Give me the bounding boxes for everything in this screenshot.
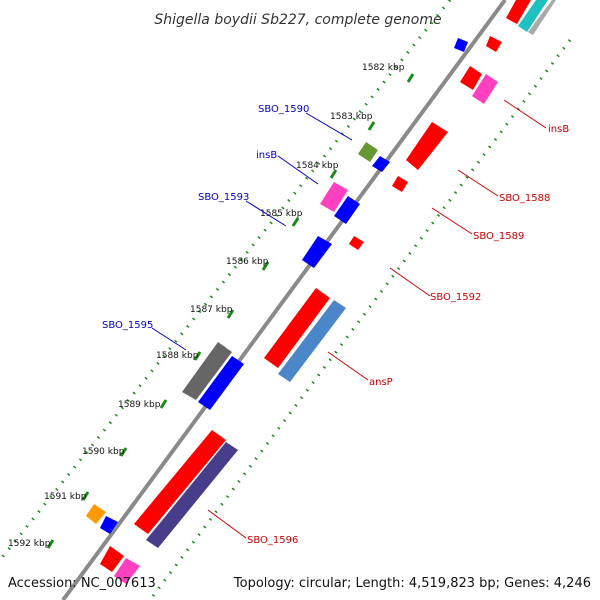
tick-label-1592: 1592 kbp [8,539,51,549]
genome-summary-text: Topology: circular; Length: 4,519,823 bp… [233,576,591,591]
tick-1589 [159,399,168,409]
major-ticks [46,73,415,549]
gene-SBO_1589[interactable] [392,176,408,192]
gene-SBO_1588[interactable] [406,122,448,170]
gene-label-insB-left[interactable]: insB [256,150,277,161]
tick-label-1582: 1582 kbp [362,63,405,73]
inner-tick-track [0,0,452,561]
gene-label-SBO_1595[interactable]: SBO_1595 [102,320,153,331]
reverse-strand-genes [86,38,468,534]
tick-1586 [261,261,270,271]
tick-label-1591: 1591 kbp [44,492,87,502]
tick-1590 [119,447,128,457]
tick-1587 [226,309,235,319]
tick-label-1587: 1587 kbp [190,305,233,315]
gene-ansP-red[interactable] [264,288,330,368]
gene-SBO_1595-grey[interactable] [182,342,232,400]
tick-label-1588: 1588 kbp [156,351,199,361]
gene-SBO_1590-green[interactable] [358,142,378,162]
tick-1592 [46,539,55,549]
right-leader-lines [207,99,547,539]
gene-insB-pink[interactable] [472,74,498,104]
tick-1583 [367,121,376,131]
gene-blue-bottom[interactable] [100,516,118,534]
gene-bottom-red[interactable] [100,546,124,572]
tick-1582 [406,73,415,83]
forward-strand-genes [100,0,556,584]
tick-1588 [193,351,202,361]
gene-insB-left-blue[interactable] [334,196,360,224]
tick-label-1585: 1585 kbp [260,209,303,219]
tick-label-1586: 1586 kbp [226,257,269,267]
gene-block-top-cyan[interactable] [518,0,548,32]
gene-label-SBO_1596[interactable]: SBO_1596 [247,535,298,546]
gene-insB-left-pink[interactable] [320,182,348,212]
tick-label-1590: 1590 kbp [82,447,125,457]
gene-block-top-grey[interactable] [528,0,556,35]
gene-label-SBO_1588[interactable]: SBO_1588 [499,193,550,204]
gene-label-SBO_1590[interactable]: SBO_1590 [258,104,309,115]
gene-ansP-blue[interactable] [278,300,346,382]
gene-label-SBO_1593[interactable]: SBO_1593 [198,192,249,203]
gene-orange[interactable] [86,504,106,524]
gene-label-insB-right[interactable]: insB [548,124,569,135]
gene-SBO_1593[interactable] [302,236,332,268]
tick-label-1589: 1589 kbp [118,400,161,410]
left-leader-lines [151,112,353,351]
gene-bottom-pink[interactable] [114,558,140,584]
gene-label-SBO_1592[interactable]: SBO_1592 [430,292,481,303]
tick-1584 [329,169,338,179]
gene-SBO_1590-blue[interactable] [372,156,390,172]
accession-text: Accession: NC_007613 [8,576,156,591]
gene-small-red-top[interactable] [486,36,502,52]
tick-1585 [291,217,300,227]
gene-label-ansP[interactable]: ansP [369,377,393,388]
gene-SBO_1596-purple[interactable] [146,442,238,548]
tick-1591 [81,491,90,501]
gene-SBO_1592[interactable] [349,236,364,250]
gene-label-SBO_1589[interactable]: SBO_1589 [473,231,524,242]
genome-backbone [61,0,507,600]
gene-SBO_1595-blue[interactable] [198,356,244,410]
gene-insB-red[interactable] [460,66,482,90]
gene-SBO_1596-red[interactable] [134,430,226,534]
tick-label-1583: 1583 kbp [330,112,373,122]
outer-tick-track [148,39,572,600]
gene-block-top-red[interactable] [506,0,531,24]
gene-blue-top[interactable] [454,38,468,52]
tick-label-1584: 1584 kbp [296,161,339,171]
map-title: Shigella boydii Sb227, complete genome [154,12,441,28]
